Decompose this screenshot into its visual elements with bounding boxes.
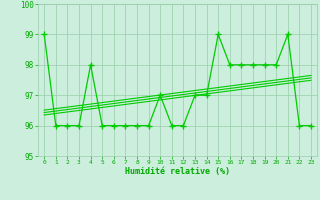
X-axis label: Humidité relative (%): Humidité relative (%) (125, 167, 230, 176)
